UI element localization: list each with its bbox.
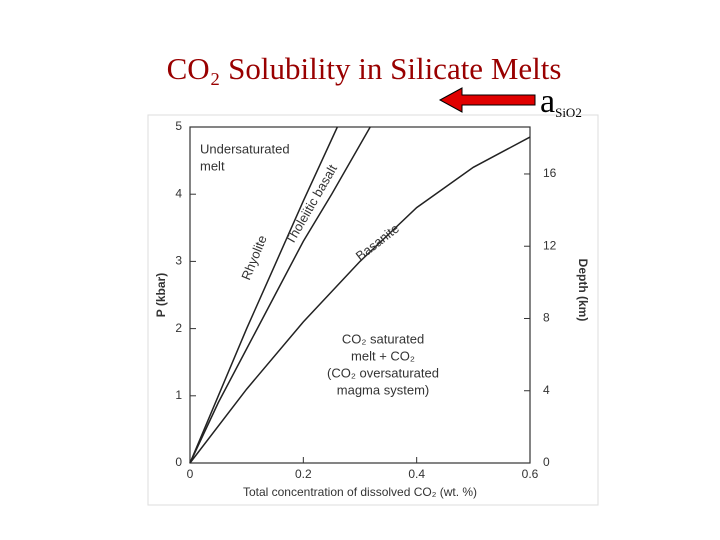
arrow xyxy=(438,87,536,113)
series-line xyxy=(189,126,371,464)
y-tick-label: 4 xyxy=(175,186,182,200)
x-tick-label: 0.6 xyxy=(522,467,539,481)
y2-tick-label: 12 xyxy=(543,238,557,252)
x-tick-label: 0 xyxy=(187,467,194,481)
y2-tick-label: 0 xyxy=(543,455,550,469)
y2-tick-label: 4 xyxy=(543,383,550,397)
x-axis-label: Total concentration of dissolved CO₂ (wt… xyxy=(243,485,477,499)
annotation: Undersaturated xyxy=(200,141,290,156)
slide-title: CO₂ Solubility in Silicate Melts xyxy=(167,51,562,86)
y-tick-label: 0 xyxy=(175,455,182,469)
activity-label: aSiO2 xyxy=(540,83,582,120)
annotation: (CO₂ oversaturated xyxy=(327,365,439,380)
series-line xyxy=(189,136,531,464)
plot-frame xyxy=(189,126,531,464)
y-tick-label: 5 xyxy=(175,119,182,133)
annotation: melt + CO₂ xyxy=(351,348,415,363)
y2-axis-label: Depth (km) xyxy=(576,259,590,322)
y-tick-label: 3 xyxy=(175,254,182,268)
y2-tick-label: 16 xyxy=(543,166,557,180)
annotation: CO₂ saturated xyxy=(342,331,424,346)
y-tick-label: 1 xyxy=(175,388,182,402)
series-line xyxy=(189,126,339,464)
annotation: magma system) xyxy=(337,382,429,397)
x-tick-label: 0.4 xyxy=(408,467,425,481)
y-tick-label: 2 xyxy=(175,321,182,335)
y2-tick-label: 8 xyxy=(543,311,550,325)
x-tick-label: 0.2 xyxy=(295,467,312,481)
y-axis-label: P (kbar) xyxy=(154,273,168,317)
figure-box xyxy=(147,114,599,506)
annotation: melt xyxy=(200,158,225,173)
